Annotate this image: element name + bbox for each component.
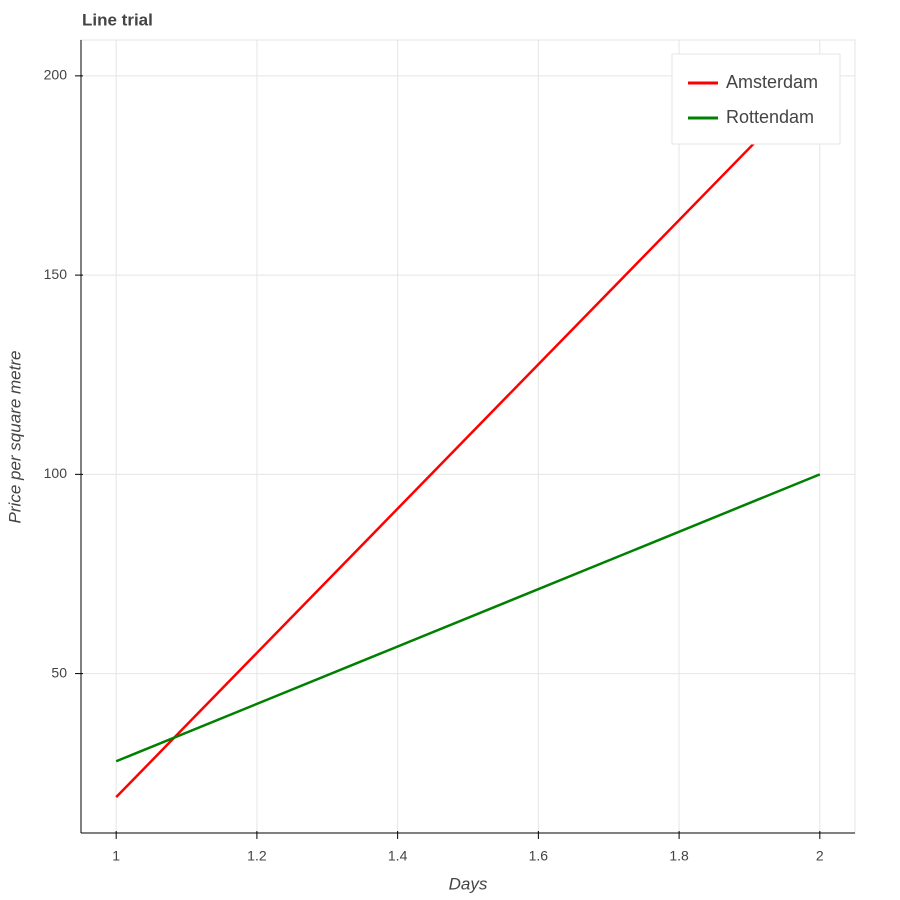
chart-title: Line trial	[82, 10, 153, 29]
line	[115, 473, 821, 763]
legend-label: Rottendam	[726, 107, 814, 127]
x-tick-label: 1.6	[529, 848, 549, 864]
legend-label: Amsterdam	[726, 72, 818, 92]
legend: Amsterdam Rottendam	[671, 53, 841, 145]
x-tick-label: 1.2	[247, 848, 267, 864]
y-tick-label: 150	[44, 266, 68, 282]
line	[115, 74, 821, 799]
x-tick-label: 1.8	[669, 848, 689, 864]
y-tick-label: 50	[51, 664, 67, 680]
x-tick-label: 2	[816, 848, 824, 864]
x-tick-label: 1	[112, 848, 120, 864]
x-axis-label: Days	[449, 874, 488, 893]
y-axis-label: Price per square metre	[5, 351, 24, 524]
y-tick-label: 100	[44, 465, 68, 481]
legend-box	[671, 53, 841, 145]
x-tick-label: 1.4	[388, 848, 408, 864]
y-tick-label: 200	[44, 67, 68, 83]
